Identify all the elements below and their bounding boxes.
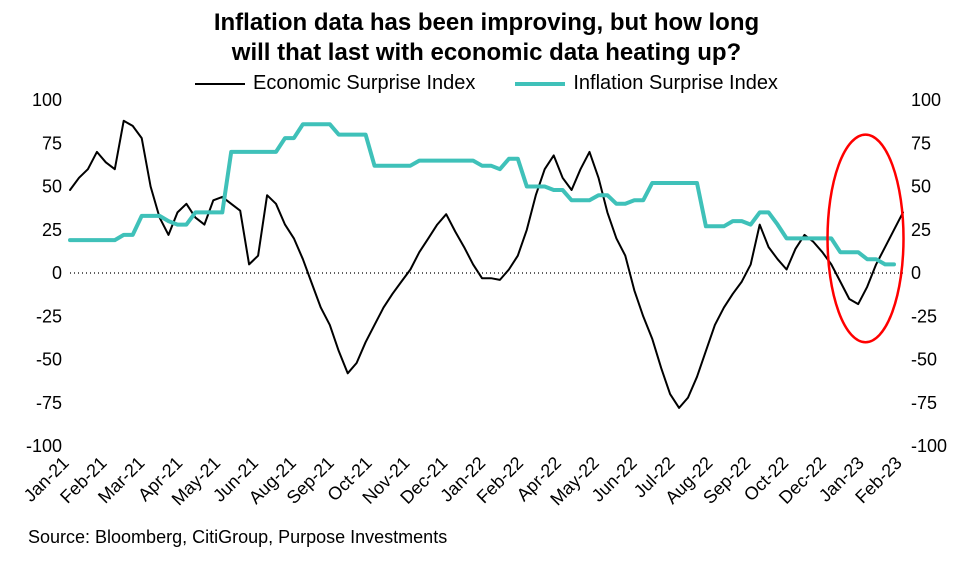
chart-source: Source: Bloomberg, CitiGroup, Purpose In…	[28, 527, 447, 548]
chart-title-line2: will that last with economic data heatin…	[232, 39, 741, 66]
y-tick-left: 25	[42, 220, 62, 240]
legend-item-inflation: Inflation Surprise Index	[515, 72, 778, 95]
y-tick-left: 50	[42, 177, 62, 197]
chart-container: Inflation data has been improving, but h…	[0, 0, 973, 562]
series-line-1	[70, 124, 894, 264]
y-tick-right: -25	[911, 306, 937, 326]
legend-item-economic: Economic Surprise Index	[195, 72, 475, 95]
legend-swatch-economic	[195, 83, 245, 85]
y-tick-left: -100	[26, 436, 62, 456]
y-tick-right: -75	[911, 393, 937, 413]
y-tick-right: 50	[911, 177, 931, 197]
y-tick-left: -25	[36, 306, 62, 326]
chart-title: Inflation data has been improving, but h…	[0, 8, 973, 68]
y-tick-left: 75	[42, 133, 62, 153]
y-tick-right: 75	[911, 133, 931, 153]
y-tick-left: -50	[36, 350, 62, 370]
chart-legend: Economic Surprise Index Inflation Surpri…	[0, 72, 973, 95]
chart-title-line1: Inflation data has been improving, but h…	[214, 9, 759, 36]
y-tick-right: -50	[911, 350, 937, 370]
highlight-ellipse	[828, 135, 904, 343]
y-tick-left: -75	[36, 393, 62, 413]
y-tick-right: 25	[911, 220, 931, 240]
legend-label-economic: Economic Surprise Index	[253, 72, 475, 95]
legend-label-inflation: Inflation Surprise Index	[573, 72, 778, 95]
y-tick-right: 0	[911, 263, 921, 283]
y-tick-left: 0	[52, 263, 62, 283]
legend-swatch-inflation	[515, 82, 565, 86]
y-tick-right: -100	[911, 436, 947, 456]
